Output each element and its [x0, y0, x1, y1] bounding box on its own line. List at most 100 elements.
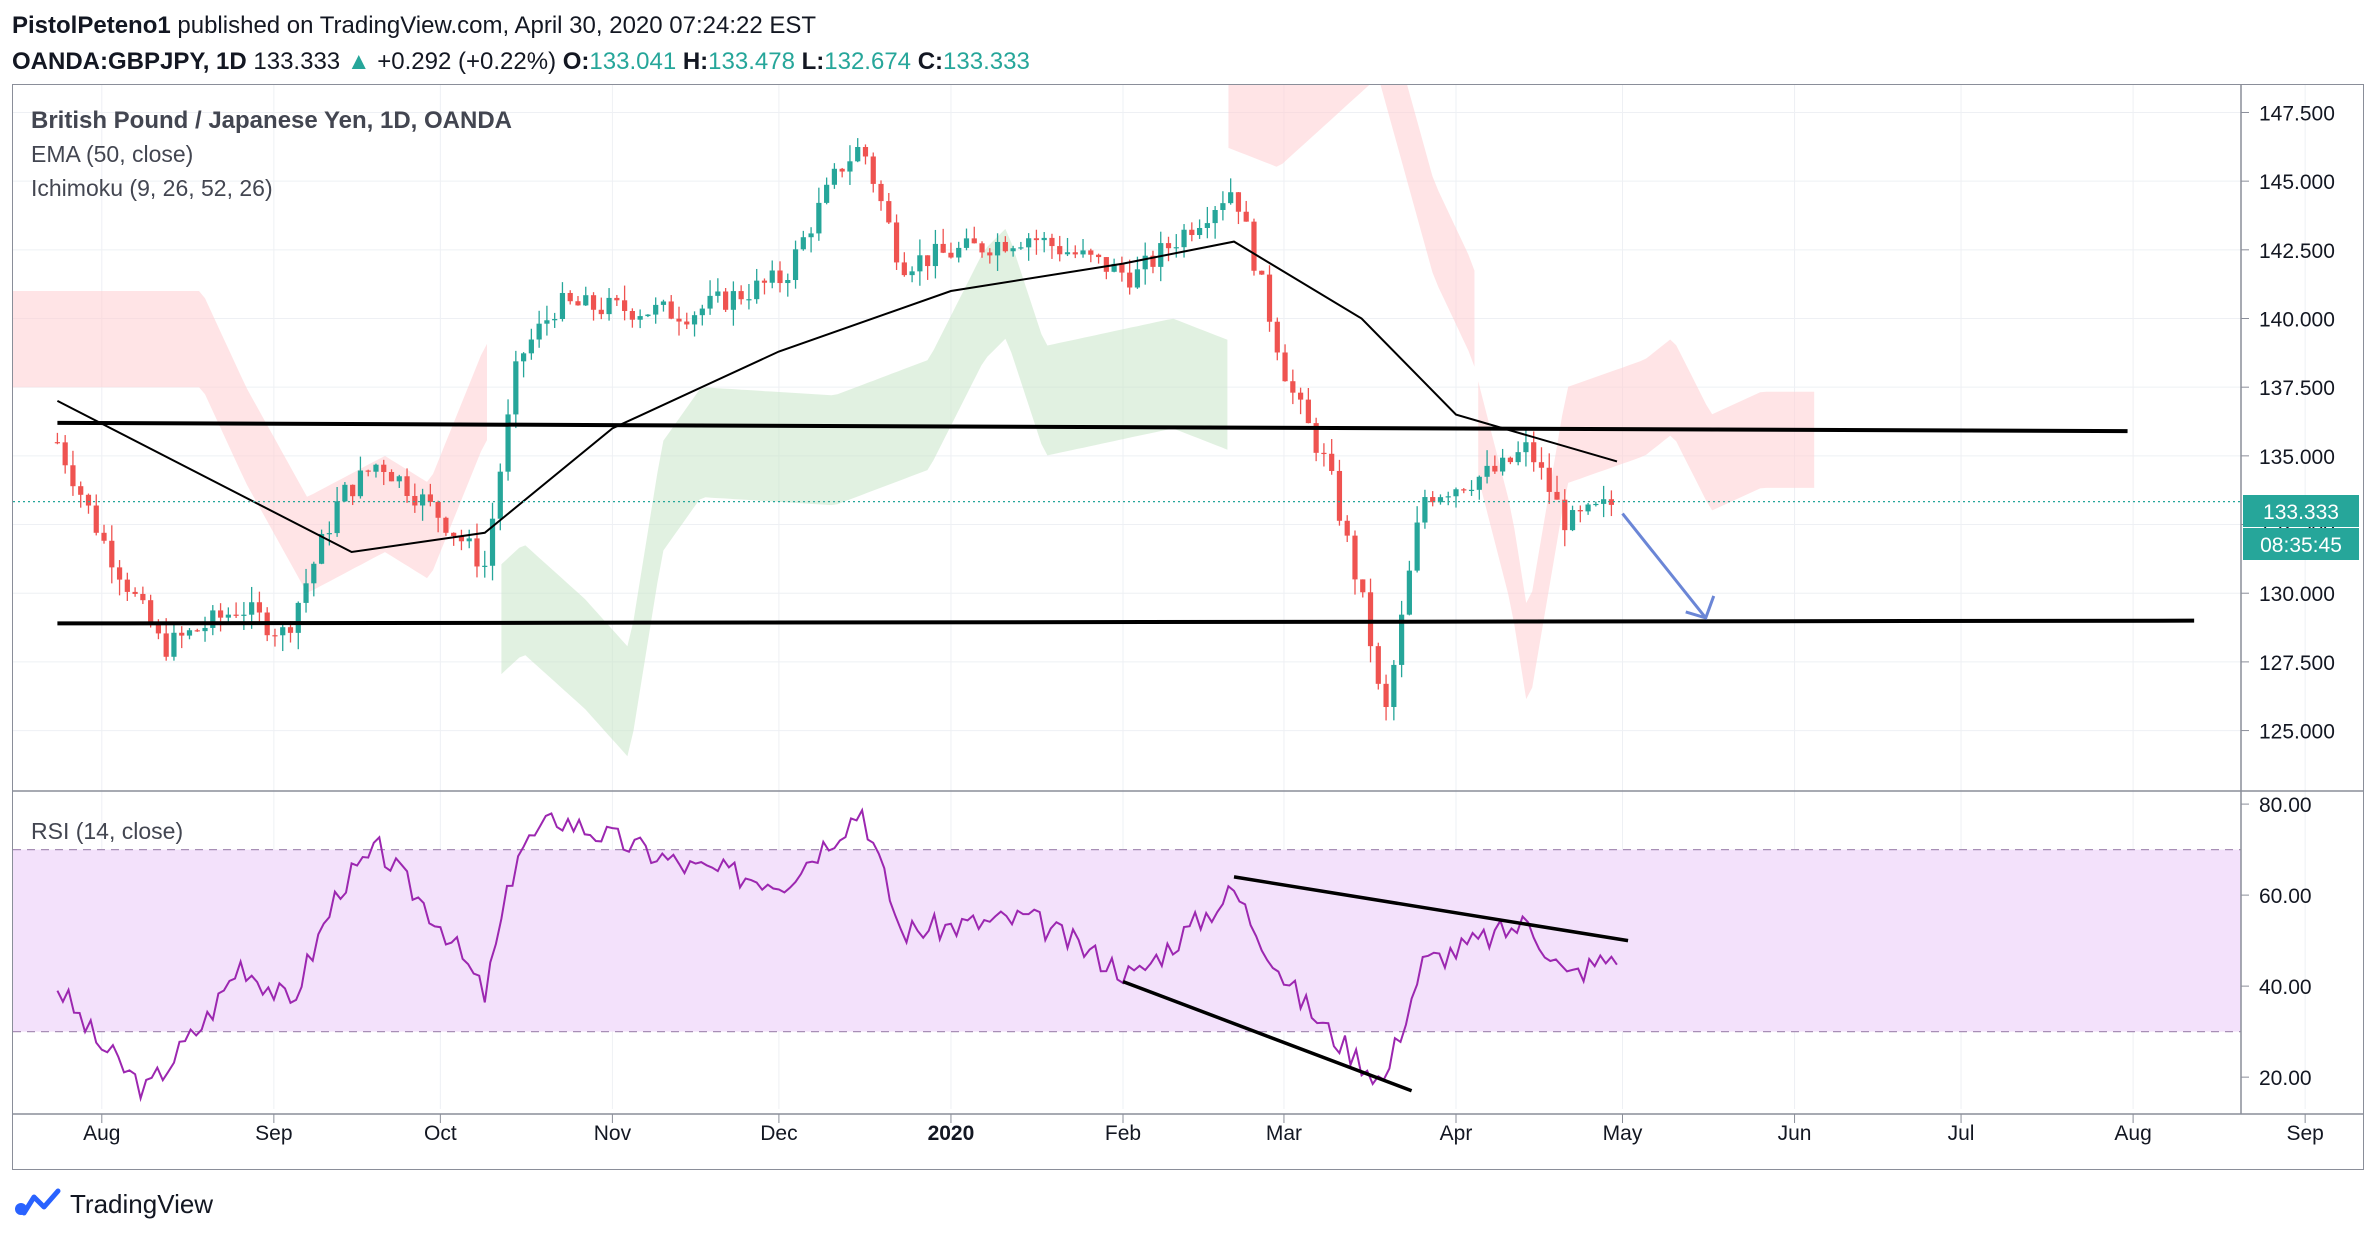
- candle-body: [668, 301, 674, 319]
- candle-body: [287, 627, 294, 633]
- candle-body: [505, 414, 511, 472]
- candle-body: [1569, 510, 1576, 531]
- candle-body: [334, 501, 340, 534]
- legend-ema: EMA (50, close): [31, 141, 193, 167]
- candle-body: [132, 591, 138, 594]
- time-tick-label: Aug: [83, 1122, 120, 1145]
- publish-info: published on TradingView.com, April 30, …: [177, 12, 817, 39]
- ichimoku-cloud-segment: [501, 228, 1228, 757]
- chart-frame: 20.00 40.00 60.00 80.00 125.000 127.500 130.0…: [12, 0, 2364, 1170]
- candle-body: [1080, 250, 1086, 255]
- time-tick-label: Sep: [2286, 1122, 2323, 1145]
- author-name[interactable]: PistolPeteno1: [12, 12, 171, 39]
- candle-body: [419, 494, 426, 506]
- candle-body: [855, 147, 861, 162]
- candle-body: [715, 291, 721, 296]
- candle-body: [381, 464, 387, 473]
- candle-body: [637, 316, 643, 320]
- candle-body: [1406, 570, 1412, 615]
- candle-body: [225, 614, 231, 618]
- candle-body: [730, 291, 736, 310]
- candle-body: [194, 630, 200, 632]
- candle-body: [326, 533, 332, 535]
- legend-rsi: RSI (14, close): [31, 818, 183, 844]
- candle-body: [1026, 238, 1032, 248]
- candle-body: [85, 494, 92, 506]
- candle-body: [1538, 462, 1545, 468]
- candle-body: [1453, 489, 1459, 497]
- candle-body: [256, 602, 263, 613]
- candle-body: [1142, 255, 1148, 270]
- publish-line: PistolPeteno1 published on TradingView.c…: [12, 8, 1030, 44]
- candle-body: [350, 484, 356, 497]
- candle-body: [870, 156, 876, 184]
- candle-body: [93, 505, 99, 533]
- candle-body: [1212, 209, 1218, 224]
- candle-body: [1562, 499, 1568, 531]
- candle-body: [241, 614, 247, 616]
- candle-body: [513, 361, 519, 415]
- candle-body: [707, 295, 713, 309]
- price-tick-label: 145.000: [2259, 171, 2335, 194]
- price-tick-label: 140.000: [2259, 309, 2335, 332]
- price-tick-label: 142.500: [2259, 240, 2335, 263]
- high-value: 133.478: [708, 48, 795, 75]
- candle-body: [528, 339, 534, 354]
- candle-body: [435, 501, 441, 518]
- candle-body: [963, 238, 970, 248]
- candle-body: [1057, 246, 1063, 255]
- candle-body: [70, 465, 76, 487]
- candle-body: [1103, 257, 1109, 272]
- candle-body: [272, 635, 278, 637]
- candle-body: [1173, 247, 1179, 249]
- candle-body: [1500, 457, 1506, 472]
- candle-body: [544, 320, 550, 324]
- candle-body: [373, 464, 379, 472]
- candle-body: [1064, 252, 1071, 255]
- close-label: C:: [917, 48, 944, 75]
- drawn-lines: [13, 420, 2241, 626]
- low-value: 132.674: [824, 48, 912, 75]
- tradingview-logo-icon: [15, 1188, 61, 1216]
- candle-body: [1476, 476, 1482, 490]
- chart-svg[interactable]: 20.00 40.00 60.00 80.00 125.000 127.500 130.0…: [13, 0, 2363, 1169]
- candle-body: [186, 630, 193, 636]
- candle-body: [1577, 510, 1583, 512]
- candle-body: [179, 632, 185, 636]
- tradingview-brand[interactable]: TradingView: [70, 1188, 214, 1219]
- candle-body: [1336, 470, 1343, 521]
- ohlc-line: OANDA:GBPJPY, 1D 133.333 ▲ +0.292 (+0.22…: [12, 44, 1030, 80]
- candle-body: [839, 168, 845, 172]
- candle-body: [1196, 227, 1203, 236]
- candle-body: [940, 243, 946, 253]
- candle-body: [808, 233, 814, 238]
- rsi-tick-label: 40.00: [2259, 976, 2312, 999]
- rsi-trend-line: [1233, 875, 1629, 943]
- candle-body: [1321, 452, 1327, 455]
- candle-body: [140, 593, 146, 601]
- candle-body: [559, 292, 566, 319]
- candle-body: [171, 632, 177, 657]
- candle-body: [1414, 522, 1420, 571]
- low-label: L:: [801, 48, 825, 75]
- candle-body: [1523, 442, 1529, 453]
- candle-body: [629, 311, 635, 320]
- high-label: H:: [682, 48, 709, 75]
- horizontal-level-line: [57, 618, 2195, 626]
- candle-body: [886, 201, 892, 223]
- candle-body: [987, 252, 993, 256]
- candle-body: [357, 470, 364, 497]
- candle-body: [466, 538, 472, 542]
- candle-body: [116, 567, 123, 580]
- candle-body: [552, 318, 558, 321]
- candle-body: [684, 321, 690, 325]
- ichimoku-cloud-segment: [1228, 0, 1475, 367]
- candle-body: [1445, 496, 1451, 498]
- candle-body: [280, 627, 286, 636]
- time-tick-label: Dec: [760, 1122, 797, 1145]
- candle-body: [451, 532, 457, 536]
- candle-body: [1554, 491, 1560, 500]
- candle-body: [210, 610, 216, 628]
- candle-body: [1422, 497, 1428, 523]
- candle-body: [1298, 392, 1304, 400]
